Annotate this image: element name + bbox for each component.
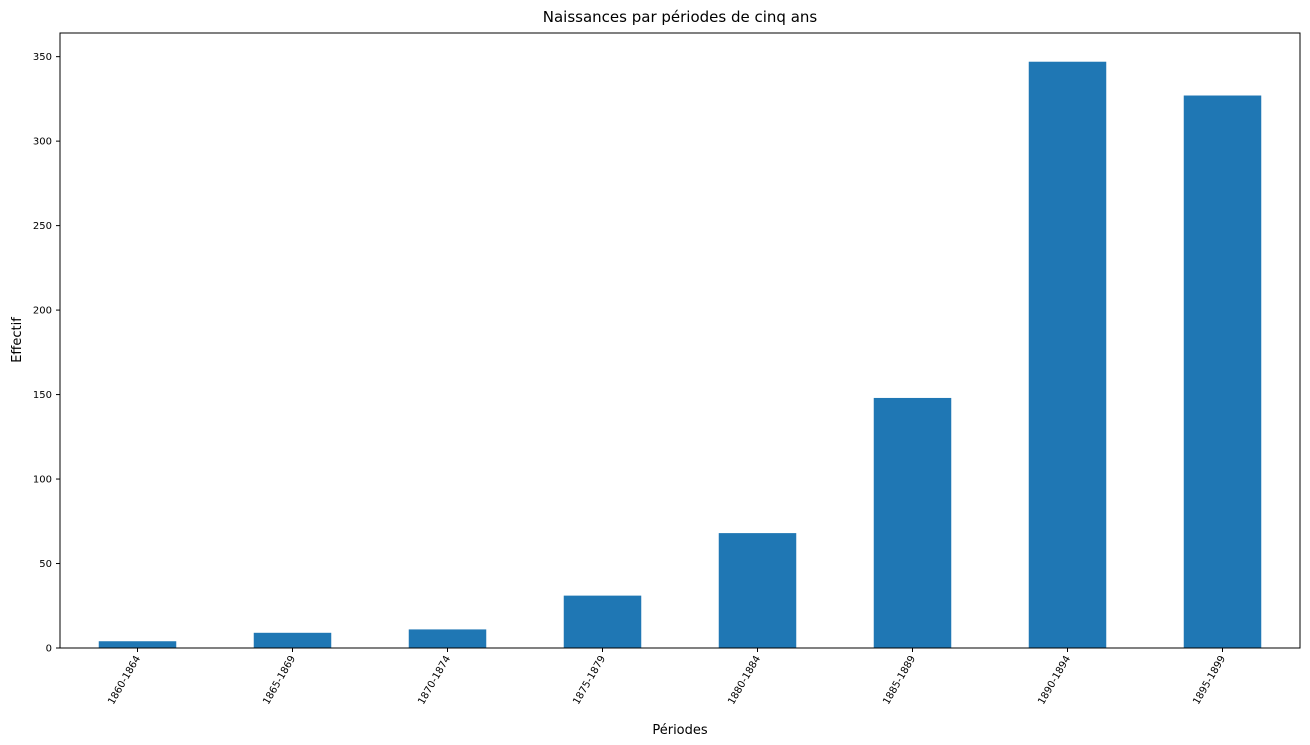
x-axis: 1860-1864 1865-1869 1870-1874 1875-1879 1880… bbox=[106, 648, 1228, 707]
y-tick-label: 0 bbox=[46, 644, 52, 655]
x-tick-label: 1870-1874 bbox=[416, 654, 453, 707]
x-axis-label: Périodes bbox=[652, 723, 708, 738]
y-tick-label: 300 bbox=[33, 137, 52, 148]
bar bbox=[98, 641, 177, 648]
x-tick-label: 1885-1889 bbox=[881, 654, 918, 707]
y-tick-label: 150 bbox=[33, 390, 52, 401]
bar bbox=[563, 595, 642, 648]
bar bbox=[1183, 95, 1262, 648]
x-tick-label: 1865-1869 bbox=[261, 654, 298, 707]
x-tick-label: 1890-1894 bbox=[1036, 654, 1073, 707]
x-tick-label: 1875-1879 bbox=[571, 654, 608, 707]
x-tick-label: 1880-1884 bbox=[726, 654, 763, 707]
bar bbox=[1028, 61, 1107, 648]
y-tick-label: 50 bbox=[39, 559, 52, 570]
bars-group bbox=[98, 61, 1262, 648]
chart-title: Naissances par périodes de cinq ans bbox=[543, 8, 818, 26]
y-tick-label: 250 bbox=[33, 221, 52, 232]
y-tick-label: 100 bbox=[33, 475, 52, 486]
plot-frame bbox=[59, 32, 1301, 649]
y-axis: 0 50 100 150 200 250 300 350 bbox=[33, 52, 60, 655]
y-tick-label: 350 bbox=[33, 52, 52, 63]
bar bbox=[408, 629, 487, 648]
x-tick-label: 1860-1864 bbox=[106, 654, 143, 707]
y-tick-label: 200 bbox=[33, 306, 52, 317]
x-tick-label: 1895-1899 bbox=[1191, 654, 1228, 707]
bar bbox=[873, 397, 952, 648]
bar bbox=[253, 632, 332, 648]
y-axis-label: Effectif bbox=[10, 317, 25, 363]
bar bbox=[718, 533, 797, 648]
